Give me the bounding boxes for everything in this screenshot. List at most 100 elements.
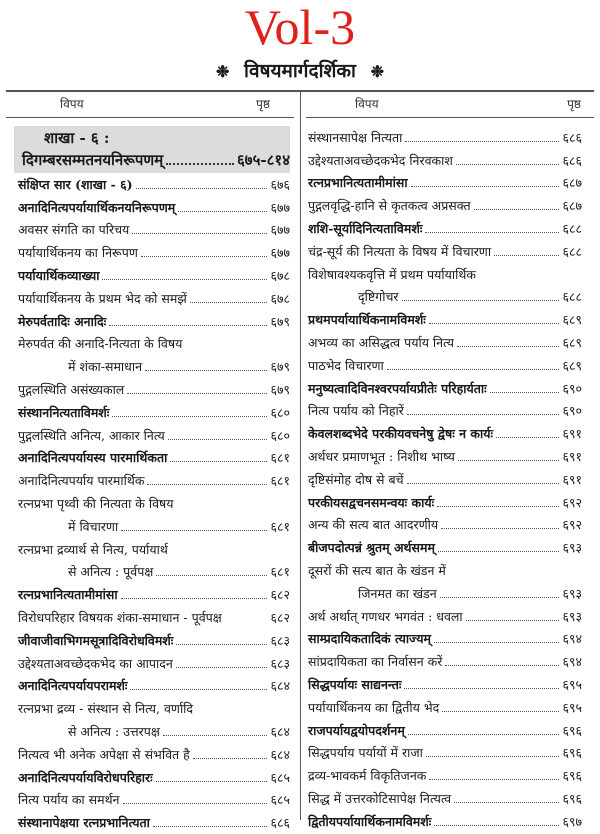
toc-entry[interactable]: अनादिनित्यपर्यायार्थिकनयनिरूपणम् ६७७ — [18, 196, 290, 219]
toc-entry[interactable]: मेरुपर्वतादिः अनादिः ६७९ — [18, 310, 290, 333]
entry-title: नित्य पर्याय को निहारें — [308, 403, 404, 419]
toc-entry[interactable]: में शंका-समाधान ६७९ — [18, 355, 290, 378]
dot-leader — [496, 437, 560, 439]
toc-entry[interactable]: पर्यायार्थिकव्याख्या ६७८ — [18, 264, 290, 287]
toc-entry[interactable]: द्रव्य-भावकर्म विकृतिजनक ६९६ — [308, 764, 582, 787]
entry-page: ६८५ — [270, 769, 290, 785]
toc-entry[interactable]: उद्देश्यताअवच्छेदकभेद का आपादन ६८३ — [18, 652, 290, 675]
toc-entry[interactable]: रत्नप्रभानित्यतामीमांसा ६८७ — [308, 172, 582, 195]
toc-entry[interactable]: अर्थधर प्रमाणभूत : निशीथ भाष्य ६९१ — [308, 445, 582, 468]
toc-entry[interactable]: अनादिनित्यपर्यायविरोधपरिहारः ६८५ — [18, 766, 290, 789]
entry-title: अनादिनित्यपर्यायार्थिकनयनिरूपणम् — [18, 199, 176, 215]
section-title-row[interactable]: दिगम्बरसम्मतनयनिरूपणम् ६७५-८१४ — [18, 148, 290, 172]
toc-entry[interactable]: बीजपदोत्पन्नं श्रुतम् अर्थसमम् ६९३ — [308, 536, 582, 559]
dot-leader — [457, 460, 560, 462]
entry-page: ६८२ — [270, 610, 290, 626]
entry-page: ६९३ — [562, 585, 582, 601]
entry-page: ६८५ — [270, 792, 290, 808]
entry-page: ६९० — [562, 380, 582, 396]
entry-title: संस्थानापेक्षया रत्नप्रभानित्यता — [18, 815, 150, 831]
toc-entry[interactable]: सिद्ध में उत्तरकोटिसापेक्ष नित्यत्व ६९६ — [308, 787, 582, 810]
dot-leader — [410, 186, 560, 188]
toc-entry[interactable]: दूसरों की सत्य बात के खंडन में — [308, 559, 582, 582]
toc-entry[interactable]: जीवाजीवाभिगमसूत्रादिविरोधविमर्शः ६८३ — [18, 629, 290, 652]
entry-page: ६८४ — [270, 724, 290, 740]
toc-entry[interactable]: विरोधपरिहार विषयक शंका-समाधान - पूर्वपक्… — [18, 606, 290, 629]
toc-entry[interactable]: में विचारणा ६८१ — [18, 515, 290, 538]
toc-entry[interactable]: रत्नप्रभा द्रव्य - संस्थान से नित्य, वर्… — [18, 697, 290, 720]
dot-leader — [176, 643, 268, 645]
entry-title: सांप्रदायिकता का निर्वासन करें — [308, 654, 443, 670]
toc-entry[interactable]: पुद्गलस्थिति अनित्य, आकार नित्य ६८० — [18, 424, 290, 447]
toc-entry[interactable]: मेरुपर्वत की अनादि-नित्यता के विषय — [18, 333, 290, 356]
dot-leader — [155, 780, 268, 782]
entry-page: ६९६ — [562, 722, 582, 738]
toc-entry[interactable]: अन्य की सत्य बात आदरणीय ६९२ — [308, 514, 582, 537]
entry-title: राजपर्यायद्वयोपदर्शनम् — [308, 722, 405, 738]
entry-page: ६९१ — [562, 426, 582, 442]
dot-leader — [441, 528, 560, 530]
toc-entry[interactable]: सांप्रदायिकता का निर्वासन करें ६९४ — [308, 650, 582, 673]
toc-entry[interactable]: मनुष्यत्वादिविनश्वरपर्यायप्रीतेः परिहार्… — [308, 377, 582, 400]
toc-entry[interactable]: संस्थाननित्यताविमर्शः ६८० — [18, 401, 290, 424]
entry-page: ६७९ — [270, 382, 290, 398]
toc-entry[interactable]: दृष्टिसंमोह दोष से बचें ६९१ — [308, 468, 582, 491]
toc-entry[interactable]: प्रथमपर्यायार्थिकनामविमर्शः ६८९ — [308, 308, 582, 331]
toc-entry[interactable]: उद्देश्यताअवच्छेदकभेद निरवकाश ६८६ — [308, 149, 582, 172]
entry-title: मेरुपर्वत की अनादि-नित्यता के विषय — [18, 336, 183, 352]
entry-title: पाठभेद विचारणा — [308, 357, 384, 373]
toc-entry[interactable]: नित्यत्व भी अनेक अपेक्षा से संभवित है ६८४ — [18, 743, 290, 766]
toc-entry[interactable]: संस्थानसापेक्ष नित्यता ६८६ — [308, 126, 582, 149]
toc-entry[interactable]: जिनमत का खंडन ६९३ — [308, 582, 582, 605]
dot-leader — [189, 301, 268, 303]
dot-leader — [122, 803, 268, 805]
toc-entry[interactable]: से अनित्य : उत्तरपक्ष ६८४ — [18, 720, 290, 743]
toc-entry[interactable]: रत्नप्रभा द्रव्यार्थ से नित्य, पर्यायार्… — [18, 538, 290, 561]
toc-entry[interactable]: साम्प्रदायिकतादिकं त्याज्यम् ६९४ — [308, 628, 582, 651]
ornament-icon: ❉ — [216, 62, 230, 81]
toc-entry[interactable]: अनादिनित्यपर्याय पारमार्थिक ६८१ — [18, 469, 290, 492]
toc-entry[interactable]: से अनित्य : पूर्वपक्ष ६८१ — [18, 561, 290, 584]
toc-entry[interactable]: अभव्य का असिद्धत्व पर्याय नित्य ६८९ — [308, 331, 582, 354]
toc-entry[interactable]: दृष्टिगोचर ६८८ — [308, 286, 582, 309]
entry-page: ६८४ — [270, 678, 290, 694]
toc-entry[interactable]: परकीयसद्वचनसमन्वयः कार्यः ६९२ — [308, 491, 582, 514]
toc-entry[interactable]: संक्षिप्त सार (शाखा - ६) ६७६ — [18, 173, 290, 196]
toc-entry[interactable]: चंद्र-सूर्य की नित्यता के विषय में विचार… — [308, 240, 582, 263]
toc-entry[interactable]: विशेषावश्यकवृत्ति में प्रथम पर्यायार्थिक — [308, 263, 582, 286]
toc-entry[interactable]: द्वितीयपर्यायार्थिकनामविमर्शः ६९७ — [308, 810, 582, 833]
toc-entry[interactable]: राजपर्यायद्वयोपदर्शनम् ६९६ — [308, 719, 582, 742]
left-column: शाखा - ६ : दिगम्बरसम्मतनयनिरूपणम् ६७५-८१… — [14, 126, 290, 834]
toc-entry[interactable]: अवसर संगति का परिचय ६७७ — [18, 219, 290, 242]
entry-title: से अनित्य : उत्तरपक्ष — [68, 724, 160, 740]
dot-leader — [102, 279, 268, 281]
toc-entry[interactable]: शशि-सूर्यादिनित्यताविमर्शः ६८८ — [308, 217, 582, 240]
toc-entry[interactable]: रत्नप्रभा पृथ्वी की नित्यता के विषय — [18, 492, 290, 515]
toc-entry[interactable]: नित्य पर्याय का समर्थन ६८५ — [18, 789, 290, 812]
toc-entry[interactable]: पर्यायार्थिकनय का द्वितीय भेद ६९५ — [308, 696, 582, 719]
dot-leader — [456, 346, 560, 348]
toc-entry[interactable]: नित्य पर्याय को निहारें ६९० — [308, 400, 582, 423]
dot-leader — [428, 323, 560, 325]
toc-entry[interactable]: पुद्गलवृद्धि-हानि से कृतकत्व अप्रसक्त ६८७ — [308, 194, 582, 217]
toc-entry[interactable]: सिद्धपर्यायः साद्यनन्तः ६९५ — [308, 673, 582, 696]
toc-entry[interactable]: पर्यायार्थिकनय के प्रथम भेद को समझें ६७८ — [18, 287, 290, 310]
toc-entry[interactable]: पाठभेद विचारणा ६८९ — [308, 354, 582, 377]
dot-leader — [178, 210, 268, 212]
toc-entry[interactable]: अनादिनित्यपर्यायस्य पारमार्थिकता ६८१ — [18, 447, 290, 470]
toc-entry[interactable]: सिद्धपर्याय पर्यायों में राजा ६९६ — [308, 742, 582, 765]
entry-page: ६७७ — [270, 222, 290, 238]
toc-entry[interactable]: पर्यायार्थिकनय का निरूपण ६७७ — [18, 241, 290, 264]
dot-leader — [405, 140, 560, 142]
toc-entry[interactable]: अर्थ अर्थात् गणधर भगवंत : धवला ६९३ — [308, 605, 582, 628]
toc-entry[interactable]: अनादिनित्यपर्यायपरामर्शः ६८४ — [18, 675, 290, 698]
entry-title: अवसर संगति का परिचय — [18, 222, 130, 238]
dot-leader — [454, 802, 560, 803]
toc-entry[interactable]: संस्थानापेक्षया रत्नप्रभानित्यता ६८६ — [18, 811, 290, 834]
toc-entry[interactable]: पुद्गलस्थिति असंख्यकाल ६७९ — [18, 378, 290, 401]
toc-entry[interactable]: रत्नप्रभानित्यतामीमांसा ६८२ — [18, 583, 290, 606]
entry-title: पर्यायार्थिकनय के प्रथम भेद को समझें — [18, 290, 187, 306]
dot-leader — [166, 163, 234, 165]
toc-entry[interactable]: केवलशब्दभेदे परकीयवचनेषु द्वेषः न कार्यः… — [308, 422, 582, 445]
entry-title: परकीयसद्वचनसमन्वयः कार्यः — [308, 494, 435, 510]
